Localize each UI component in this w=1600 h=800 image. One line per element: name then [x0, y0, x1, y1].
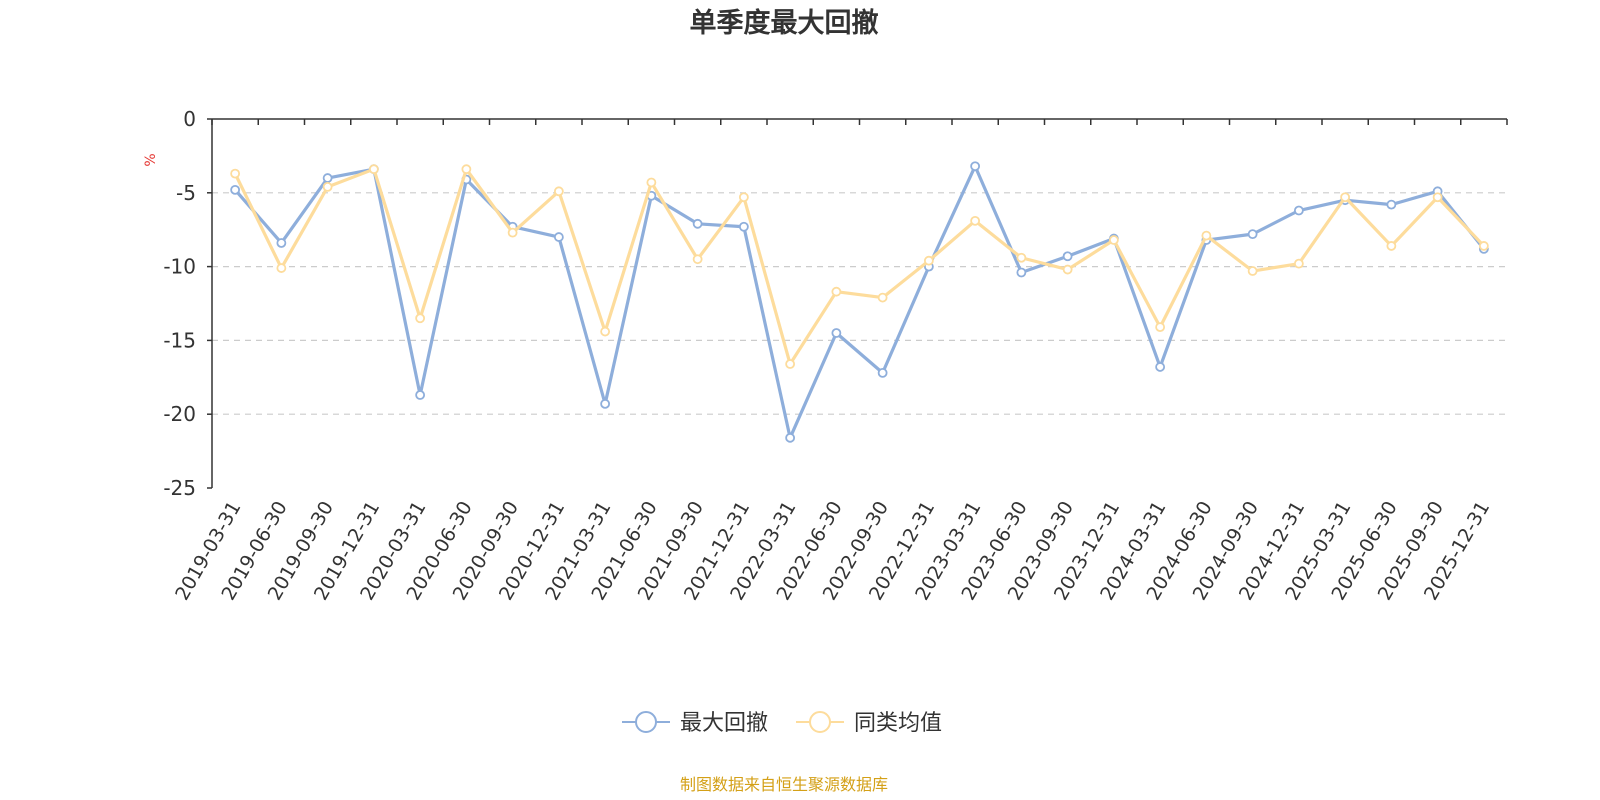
data-point[interactable]: [1062, 264, 1073, 275]
data-point[interactable]: [1016, 252, 1027, 263]
data-point[interactable]: [322, 181, 333, 192]
data-point[interactable]: [1155, 362, 1166, 372]
y-tick-label: 0: [183, 107, 196, 131]
data-point[interactable]: [1293, 205, 1304, 216]
series-line: [233, 167, 1486, 366]
data-point[interactable]: [692, 254, 703, 265]
legend-label: 最大回撤: [680, 711, 768, 736]
data-point[interactable]: [1201, 230, 1212, 241]
series-0: [230, 161, 1489, 443]
data-point[interactable]: [738, 221, 749, 232]
y-tick-label: -10: [163, 255, 196, 279]
data-point[interactable]: [877, 367, 888, 378]
data-point[interactable]: [276, 263, 287, 273]
data-point[interactable]: [877, 292, 888, 303]
data-point[interactable]: [831, 328, 842, 338]
data-point[interactable]: [322, 173, 333, 183]
legend-marker: [809, 711, 831, 733]
data-point[interactable]: [600, 326, 611, 337]
data-point[interactable]: [1432, 192, 1443, 203]
data-point[interactable]: [831, 286, 842, 297]
data-point[interactable]: [368, 164, 379, 175]
legend-marker: [635, 711, 657, 733]
data-point[interactable]: [1386, 241, 1397, 251]
data-point[interactable]: [461, 164, 472, 175]
data-point[interactable]: [553, 232, 564, 242]
y-tick-label: -15: [163, 328, 196, 352]
legend: 最大回撤 同类均值: [622, 711, 942, 736]
data-point[interactable]: [230, 184, 241, 195]
data-point[interactable]: [1247, 266, 1258, 276]
data-point[interactable]: [276, 238, 287, 248]
chart-title: 单季度最大回撤: [690, 7, 879, 39]
data-point[interactable]: [970, 215, 981, 226]
series-line: [233, 164, 1486, 440]
data-point[interactable]: [1293, 258, 1304, 269]
data-point[interactable]: [230, 168, 241, 179]
series-1: [230, 164, 1489, 369]
legend-item-1[interactable]: 同类均值: [796, 711, 942, 736]
data-point[interactable]: [692, 218, 703, 229]
data-point[interactable]: [1108, 235, 1119, 245]
data-point[interactable]: [415, 313, 426, 324]
y-tick-label: -5: [176, 181, 196, 205]
axes: 0-5-10-15-20-252019-03-312019-06-302019-…: [163, 107, 1508, 604]
data-point[interactable]: [1155, 322, 1166, 333]
data-point[interactable]: [1340, 192, 1351, 203]
series-layer: [230, 161, 1489, 443]
grid-lines: [212, 192, 1507, 415]
data-point[interactable]: [1062, 251, 1073, 262]
data-point[interactable]: [970, 161, 981, 172]
data-point[interactable]: [553, 186, 564, 197]
data-point[interactable]: [646, 177, 657, 188]
y-axis-unit: %: [143, 153, 159, 166]
data-point[interactable]: [1247, 229, 1258, 240]
data-point[interactable]: [1386, 199, 1397, 210]
data-point[interactable]: [1478, 241, 1489, 251]
legend-label: 同类均值: [854, 711, 942, 736]
y-tick-label: -20: [163, 402, 196, 426]
source-note: 制图数据来自恒生聚源数据库: [680, 775, 888, 794]
y-tick-label: -25: [163, 476, 196, 500]
data-point[interactable]: [600, 398, 611, 409]
legend-item-0[interactable]: 最大回撤: [622, 711, 768, 736]
data-point[interactable]: [415, 390, 426, 400]
data-point[interactable]: [923, 255, 934, 266]
data-point[interactable]: [1016, 267, 1027, 278]
data-point[interactable]: [507, 227, 518, 238]
data-point[interactable]: [785, 432, 796, 443]
data-point[interactable]: [738, 192, 749, 203]
data-point[interactable]: [785, 359, 796, 369]
